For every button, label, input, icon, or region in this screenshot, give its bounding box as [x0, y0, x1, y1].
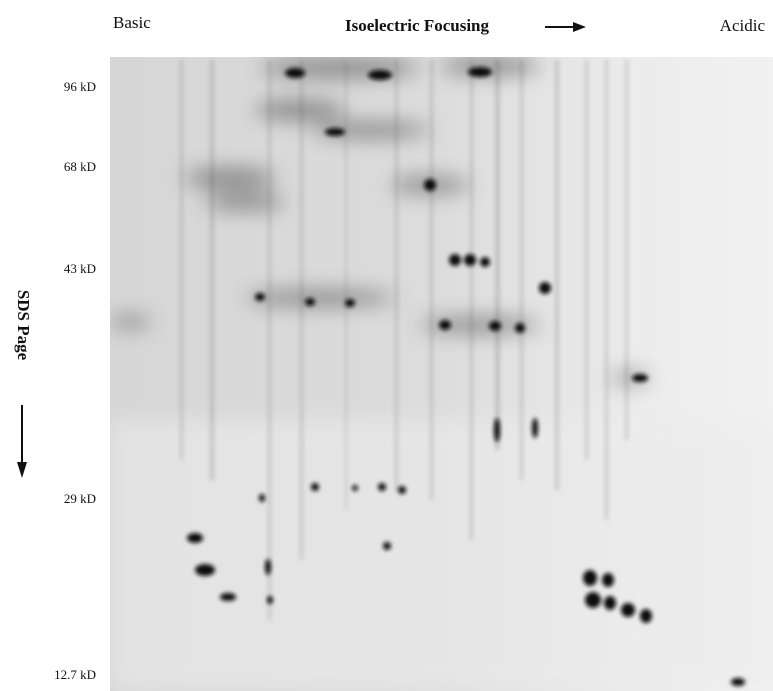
marker-label: 68 kD: [64, 159, 96, 174]
marker-label: 96 kD: [64, 79, 96, 94]
gel-image: [110, 57, 773, 691]
side-title: SDS Page: [14, 290, 33, 361]
axis-title: Isoelectric Focusing: [345, 16, 489, 35]
marker-label: 43 kD: [64, 261, 96, 276]
marker-labels: 96 kD 68 kD 43 kD 29 kD 12.7 kD: [54, 79, 96, 682]
acidic-label: Acidic: [720, 16, 766, 35]
marker-label: 12.7 kD: [54, 667, 96, 682]
marker-label: 29 kD: [64, 491, 96, 506]
right-arrow: [545, 22, 586, 32]
basic-label: Basic: [113, 13, 151, 32]
down-arrow: [17, 405, 27, 478]
